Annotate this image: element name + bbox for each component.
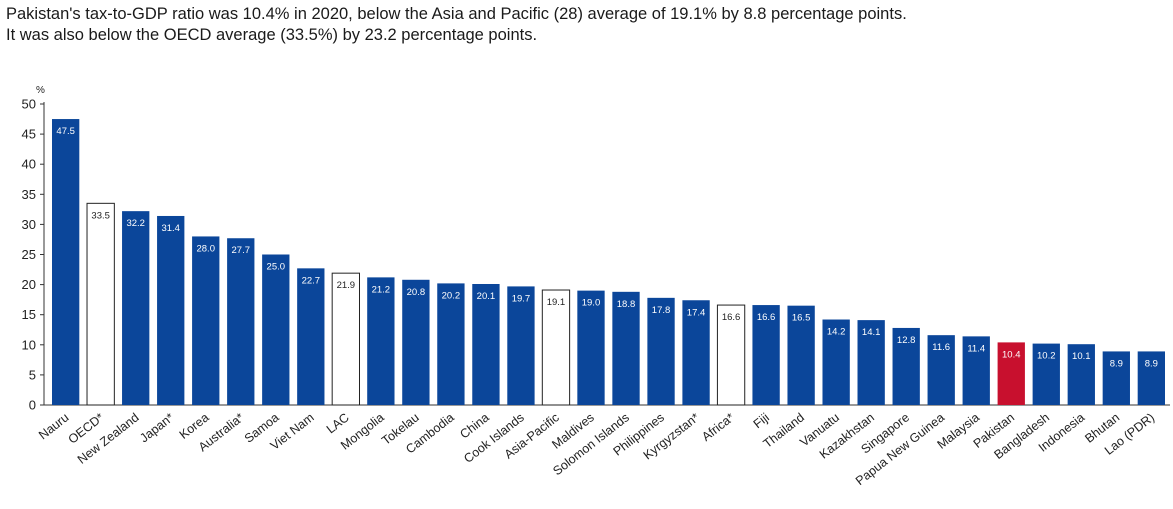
bar-value-label: 27.7 xyxy=(232,245,251,256)
category-label: LAC xyxy=(324,410,352,436)
y-axis-unit-label: % xyxy=(36,85,45,96)
bar xyxy=(962,336,990,405)
bar xyxy=(787,305,815,405)
bar-value-label: 10.4 xyxy=(1002,349,1021,360)
bar xyxy=(52,119,80,406)
bar-value-label: 8.9 xyxy=(1110,358,1123,369)
y-tick-label: 35 xyxy=(22,187,36,202)
bar xyxy=(122,211,150,405)
bar-value-label: 31.4 xyxy=(161,223,180,234)
y-tick-label: 45 xyxy=(22,127,36,142)
y-tick-label: 15 xyxy=(22,307,36,322)
bar xyxy=(612,291,640,405)
bar xyxy=(1137,351,1165,405)
caption-line-2: It was also below the OECD average (33.5… xyxy=(6,26,538,44)
bar-value-label: 19.1 xyxy=(547,297,566,308)
bar-value-label: 20.2 xyxy=(442,290,461,301)
bar-value-label: 11.6 xyxy=(932,342,950,353)
bar xyxy=(541,289,571,406)
bar-value-label: 16.6 xyxy=(722,312,741,323)
y-tick-label: 5 xyxy=(29,367,36,382)
bar xyxy=(1102,351,1130,405)
bar xyxy=(822,319,850,405)
bar xyxy=(647,297,675,405)
bar xyxy=(227,238,255,405)
bar-value-label: 16.6 xyxy=(757,312,776,323)
bar xyxy=(437,283,465,405)
bar-value-label: 32.2 xyxy=(126,218,145,229)
category-label: New Zealand xyxy=(75,410,142,466)
bar-value-label: 10.1 xyxy=(1072,351,1091,362)
bar xyxy=(297,268,325,405)
bar xyxy=(86,202,115,406)
bar-value-label: 20.8 xyxy=(407,287,426,298)
y-tick-label: 40 xyxy=(22,157,36,172)
bar-value-label: 19.7 xyxy=(512,293,531,304)
bar xyxy=(997,342,1025,405)
bar xyxy=(682,300,710,405)
bar-value-label: 17.8 xyxy=(652,305,671,316)
bar-value-label: 18.8 xyxy=(617,299,636,310)
bar xyxy=(892,327,920,405)
y-tick-label: 0 xyxy=(29,398,36,413)
caption-line-1: Pakistan's tax-to-GDP ratio was 10.4% in… xyxy=(6,5,907,23)
bar xyxy=(192,236,220,405)
category-label: Africa* xyxy=(699,410,737,444)
bar xyxy=(367,277,395,405)
y-tick-label: 20 xyxy=(22,277,36,292)
bar xyxy=(402,279,430,405)
bar-value-label: 12.8 xyxy=(897,335,916,346)
y-tick-label: 10 xyxy=(22,337,36,352)
bar xyxy=(927,335,955,405)
bar-value-label: 22.7 xyxy=(302,275,321,286)
bar-value-label: 8.9 xyxy=(1145,358,1158,369)
bar-value-label: 10.2 xyxy=(1037,351,1056,362)
category-label: Fiji xyxy=(751,410,772,431)
bar xyxy=(157,215,185,405)
bar-value-label: 20.1 xyxy=(477,291,496,302)
bar-value-label: 47.5 xyxy=(56,126,75,137)
bar-value-label: 19.0 xyxy=(582,298,601,309)
category-label: Japan* xyxy=(137,410,176,445)
y-tick-label: 50 xyxy=(22,97,36,112)
bar-value-label: 16.5 xyxy=(792,313,811,324)
bar xyxy=(507,286,535,405)
y-tick-label: 25 xyxy=(22,247,36,262)
bar xyxy=(857,320,885,405)
bar-value-label: 25.0 xyxy=(267,262,286,273)
bar xyxy=(472,283,500,405)
chart-caption: Pakistan's tax-to-GDP ratio was 10.4% in… xyxy=(6,4,1171,46)
bar xyxy=(262,254,290,405)
bar-value-label: 11.4 xyxy=(967,343,985,354)
bar-value-label: 14.1 xyxy=(862,327,881,338)
bar xyxy=(1067,344,1095,405)
bar xyxy=(331,272,360,406)
bar-value-label: 21.9 xyxy=(337,280,356,291)
bar xyxy=(1032,343,1060,405)
bar xyxy=(577,290,605,405)
bar-value-label: 33.5 xyxy=(91,210,110,221)
bar-value-label: 21.2 xyxy=(372,284,391,295)
bar xyxy=(716,304,746,406)
bars-group: 47.5 33.5 32.2 31.4 28.0 27.7 25.0 22.7 21.9 21.2… xyxy=(52,119,1165,406)
bar-value-label: 28.0 xyxy=(196,243,215,254)
y-tick-label: 30 xyxy=(22,217,36,232)
bar xyxy=(752,305,780,405)
bar-value-label: 17.4 xyxy=(687,307,706,318)
bar-value-label: 14.2 xyxy=(827,327,846,338)
